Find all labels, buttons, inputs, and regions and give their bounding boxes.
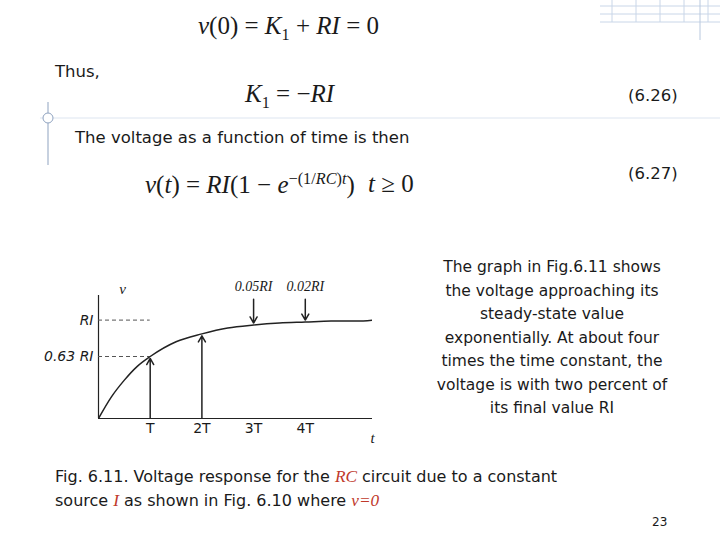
html-text:the voltage approaching its: the voltage approaching its [445, 281, 659, 300]
svg-text:0.05RI: 0.05RI [235, 279, 274, 294]
svg-text:3T: 3T [245, 420, 263, 436]
html-text:(6.26): (6.26) [628, 86, 678, 105]
svg-text:2T: 2T [193, 420, 211, 436]
html-text:Thus,: Thus, [55, 62, 100, 81]
html-text:its final value RI: its final value RI [489, 399, 615, 417]
svg-text:0.63 RI: 0.63 RI [44, 348, 93, 364]
svg-text:v: v [119, 281, 126, 297]
html-text:v (t) = RI (1 − e−(1/ RC) t): v (t) = RI (1 − e−(1/ RC) t) [145, 170, 355, 199]
html-text:steady-state value: steady-state value [480, 305, 624, 323]
html-text:(6.27): (6.27) [628, 164, 678, 183]
svg-text:T: T [145, 420, 155, 436]
svg-text:t: t [370, 430, 375, 446]
html-text:23: 23 [652, 515, 668, 529]
html-text:v (0) = K1+ RI = 0: v (0) = K1+ RI = 0 [198, 12, 379, 44]
html-text:The voltage as a function of t: The voltage as a function of time is the… [75, 128, 410, 147]
html-text:Fig. 6.11. Voltage response fo: Fig. 6.11. Voltage response for the RC c… [55, 467, 558, 486]
html-text:K1= − RI: K1= − RI [245, 80, 335, 112]
svg-text:0.02RI: 0.02RI [286, 279, 325, 294]
html-text:The graph in Fig.6.11 shows: The graph in Fig.6.11 shows [443, 258, 661, 276]
html-text:exponentially. At about four: exponentially. At about four [444, 328, 660, 347]
svg-text:RI: RI [80, 312, 94, 328]
svg-text:4T: 4T [297, 420, 315, 436]
html-text:voltage is with two percent of: voltage is with two percent of [436, 375, 668, 394]
html-text:t ≥ 0: t ≥ 0 [368, 170, 414, 197]
html-text:source I as shown in Fig. 6.10: source I as shown in Fig. 6.10 where v=0 [55, 491, 380, 510]
html-text:times the time constant, the: times the time constant, the [441, 352, 663, 370]
